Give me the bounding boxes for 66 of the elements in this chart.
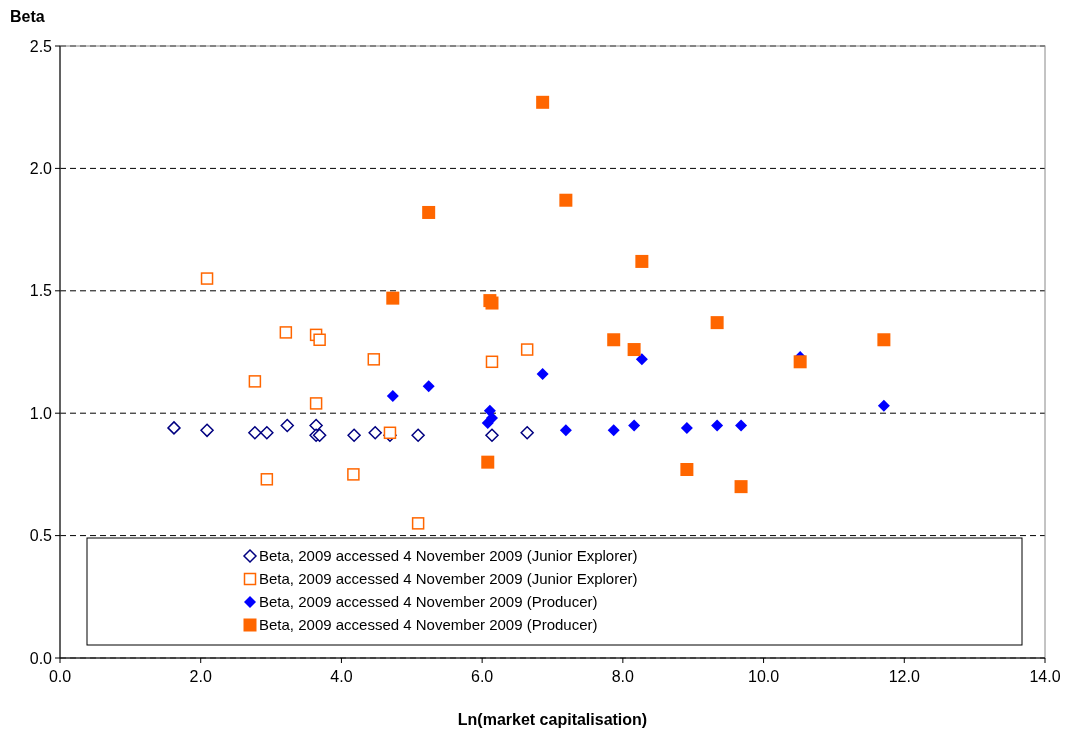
x-tick-label: 10.0 (748, 668, 780, 685)
legend-label: Beta, 2009 accessed 4 November 2009 (Producer) (259, 616, 598, 634)
point (635, 254, 649, 268)
point (483, 404, 496, 417)
y-tick-label: 0.5 (29, 527, 53, 545)
point (793, 355, 807, 369)
point (680, 421, 693, 434)
point (628, 419, 641, 432)
point (877, 399, 890, 412)
x-tick-label: 0.0 (48, 668, 72, 685)
point (200, 423, 214, 438)
point (536, 95, 550, 109)
point (711, 419, 724, 432)
point (309, 397, 323, 410)
point (559, 193, 573, 207)
y-tick-label: 0.0 (29, 649, 53, 667)
y-axis-title: Beta (10, 8, 45, 25)
point (367, 353, 381, 366)
point (167, 421, 181, 435)
point (485, 355, 499, 369)
point (313, 333, 326, 347)
point (386, 390, 399, 403)
point (347, 428, 361, 442)
legend-label: Beta, 2009 accessed 4 November 2009 (Junior Explorer) (259, 547, 638, 565)
point (481, 455, 495, 469)
point (411, 428, 425, 442)
x-tick-label: 4.0 (330, 668, 353, 685)
x-tick-label: 12.0 (888, 668, 920, 685)
point (734, 480, 748, 494)
point (279, 326, 293, 339)
point (368, 426, 382, 440)
x-tick-label: 6.0 (471, 668, 494, 685)
point (309, 418, 323, 433)
point (422, 205, 436, 219)
point (386, 291, 400, 305)
point (520, 343, 534, 356)
point (607, 424, 620, 437)
point (411, 517, 425, 530)
point (710, 316, 724, 330)
x-tick-label: 14.0 (1029, 668, 1061, 685)
legend-label: Beta, 2009 accessed 4 November 2009 (Junior Explorer) (259, 570, 638, 588)
y-tick-label: 1.0 (29, 404, 53, 422)
point (536, 368, 549, 381)
x-tick-label: 8.0 (611, 668, 635, 685)
point (735, 419, 748, 432)
point (559, 424, 572, 437)
point (485, 428, 499, 442)
point (635, 353, 648, 366)
point (607, 333, 621, 347)
point (680, 463, 694, 476)
y-tick-label: 2.5 (29, 37, 53, 55)
point (248, 426, 262, 440)
legend-label: Beta, 2009 accessed 4 November 2009 (Producer) (259, 593, 598, 611)
point (248, 375, 262, 388)
x-tick-label: 2.0 (189, 668, 212, 685)
point (520, 426, 534, 440)
point (260, 426, 274, 440)
x-axis-title: Ln(market capitalisation) (457, 711, 648, 728)
point (200, 272, 214, 285)
point (260, 473, 274, 486)
point (280, 418, 294, 433)
point (422, 380, 435, 393)
point (627, 343, 641, 357)
point (877, 333, 891, 347)
y-tick-label: 2.0 (29, 160, 53, 177)
y-tick-label: 1.5 (29, 282, 53, 300)
